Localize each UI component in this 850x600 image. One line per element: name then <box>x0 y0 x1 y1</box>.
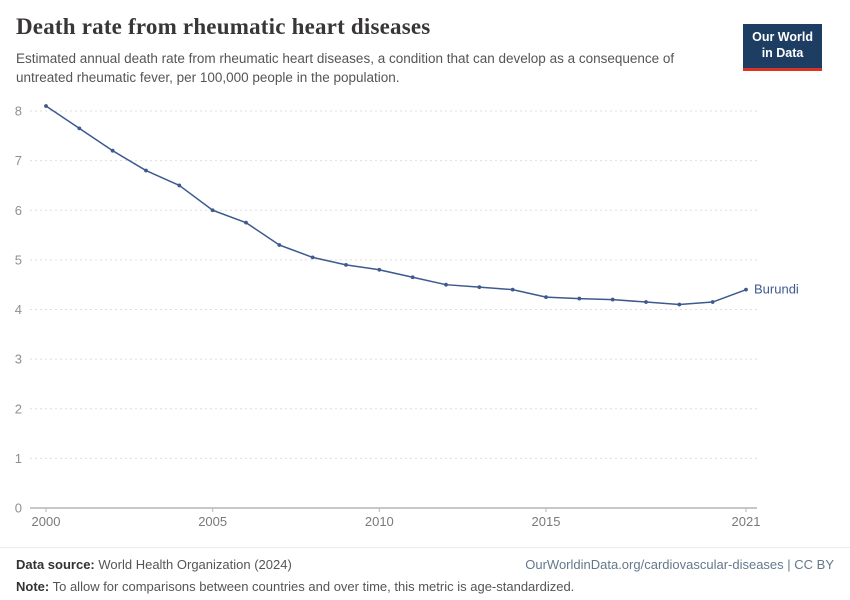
data-source-value: World Health Organization (2024) <box>98 557 292 572</box>
owid-logo-line1: Our World <box>752 30 813 44</box>
svg-text:6: 6 <box>15 203 22 218</box>
footer-row: Data source: World Health Organization (… <box>16 557 834 572</box>
chart-subtitle: Estimated annual death rate from rheumat… <box>16 51 675 86</box>
svg-text:3: 3 <box>15 352 22 367</box>
svg-text:2015: 2015 <box>532 514 561 529</box>
owid-logo[interactable]: Our World in Data <box>743 24 822 71</box>
svg-text:2000: 2000 <box>32 514 61 529</box>
chart-footer: Data source: World Health Organization (… <box>0 547 850 594</box>
title-row: Death rate from rheumatic heart diseases… <box>16 14 834 71</box>
svg-text:7: 7 <box>15 153 22 168</box>
data-source-label: Data source: <box>16 557 95 572</box>
chart-note: Note: To allow for comparisons between c… <box>16 579 834 594</box>
svg-text:0: 0 <box>15 501 22 516</box>
chart-header: Death rate from rheumatic heart diseases… <box>0 0 850 87</box>
svg-text:4: 4 <box>15 302 22 317</box>
svg-text:2: 2 <box>15 402 22 417</box>
svg-text:2010: 2010 <box>365 514 394 529</box>
svg-text:2005: 2005 <box>198 514 227 529</box>
owid-logo-line2: in Data <box>761 46 804 61</box>
svg-text:1: 1 <box>15 451 22 466</box>
svg-text:Burundi: Burundi <box>754 282 799 297</box>
svg-text:8: 8 <box>15 104 22 119</box>
svg-text:5: 5 <box>15 253 22 268</box>
page-title: Death rate from rheumatic heart diseases <box>16 14 431 39</box>
owid-citation-link[interactable]: OurWorldinData.org/cardiovascular-diseas… <box>525 557 834 572</box>
chart-note-text: To allow for comparisons between countri… <box>52 579 575 594</box>
line-chart[interactable]: 0 1 2 3 4 5 6 7 8 2000 2005 2010 2015 2021 Burundi <box>0 93 850 538</box>
svg-text:2021: 2021 <box>732 514 761 529</box>
chart-note-label: Note: <box>16 579 50 594</box>
data-source: Data source: World Health Organization (… <box>16 557 292 572</box>
